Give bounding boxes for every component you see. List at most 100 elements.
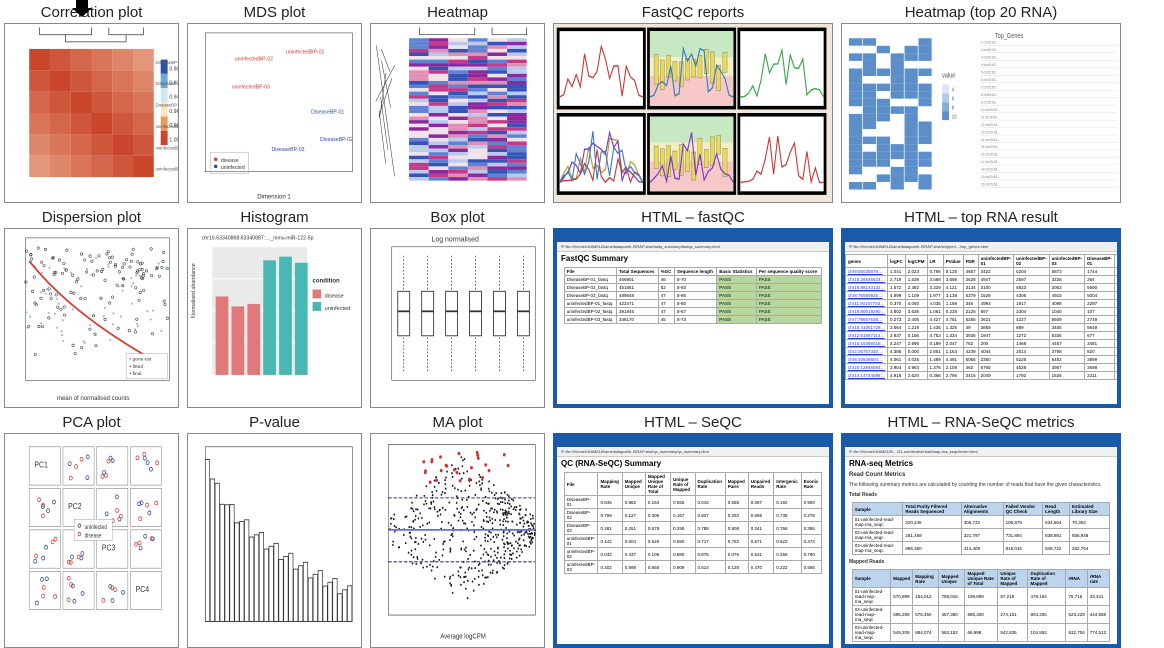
panel-body: Log normalised bbox=[370, 228, 545, 408]
data-table: SampleMappedMapping RateMapped UniqueMap… bbox=[852, 569, 1110, 642]
svg-text:9 chr15:63…: 9 chr15:63… bbox=[981, 100, 999, 104]
svg-text:19 chr15:63…: 19 chr15:63… bbox=[981, 175, 1001, 179]
svg-text:uninfectedBP-02: uninfectedBP-02 bbox=[235, 57, 273, 63]
svg-text:uninfectedBP-01: uninfectedBP-01 bbox=[286, 50, 324, 56]
svg-text:1.00: 1.00 bbox=[169, 137, 178, 143]
panel-body: mean of normalised counts • gene-est• fit… bbox=[4, 228, 179, 408]
svg-text:uninfected: uninfected bbox=[325, 306, 351, 312]
url-bar: ⟳ file:///home/UNIMELB/amelialaquarth-IS… bbox=[557, 242, 829, 252]
panel-body: Average logCPM bbox=[370, 433, 545, 648]
svg-text:Dimension 1: Dimension 1 bbox=[257, 193, 291, 200]
page-heading: QC (RNA-SeQC) Summary bbox=[557, 457, 829, 470]
svg-text:8: 8 bbox=[952, 105, 955, 112]
svg-text:10: 10 bbox=[952, 114, 957, 121]
url-bar: ⟳ file:///home/UNIMELB/…/01-uninfected/r… bbox=[845, 447, 1117, 457]
svg-text:Log normalised: Log normalised bbox=[432, 236, 479, 243]
panel-title: PCA plot bbox=[62, 414, 120, 431]
panel-title: MA plot bbox=[432, 414, 482, 431]
panel-title: HTML – RNA-SeQC metrics bbox=[888, 414, 1075, 431]
svg-text:• final: • final bbox=[130, 371, 142, 377]
svg-text:20 chr15:63…: 20 chr15:63… bbox=[981, 182, 1001, 186]
svg-text:PC3: PC3 bbox=[102, 543, 115, 553]
svg-text:DiseaseBP-01: DiseaseBP-01 bbox=[311, 109, 344, 115]
panel-body bbox=[553, 23, 833, 203]
plot-grid: Correlation plot0.900.920.940.960.981.00… bbox=[4, 4, 1160, 606]
panel-title: FastQC reports bbox=[642, 4, 745, 21]
panel-body: ⟳ file:///home/UNIMELB/amelialaquarth-IS… bbox=[553, 433, 833, 648]
cell-6: Histogram chr15:63340868:63340887:…_mmu-m… bbox=[187, 209, 362, 408]
panel-body bbox=[187, 433, 362, 648]
svg-text:disease: disease bbox=[85, 533, 102, 540]
panel-title: Heatmap (top 20 RNA) bbox=[905, 4, 1058, 21]
panel-body: uninfectedBP-02uninfectedBP-03uninfected… bbox=[187, 23, 362, 203]
panel-title: Heatmap bbox=[427, 4, 488, 21]
cell-1: MDS plotuninfectedBP-02uninfectedBP-03un… bbox=[187, 4, 362, 203]
svg-text:DiseaseBP-03: DiseaseBP-03 bbox=[271, 147, 304, 153]
svg-text:10 chr15:63…: 10 chr15:63… bbox=[981, 108, 1001, 112]
panel-title: HTML – SeQC bbox=[644, 414, 742, 431]
svg-text:13 chr15:63…: 13 chr15:63… bbox=[981, 130, 1001, 134]
svg-text:Average logCPM: Average logCPM bbox=[440, 633, 486, 641]
svg-text:Top_Genes: Top_Genes bbox=[995, 33, 1023, 41]
cell-10: PCA plotPC1PC2PC3PC4uninfecteddisease bbox=[4, 414, 179, 648]
cell-14: HTML – RNA-SeQC metrics ⟳ file:///home/UN… bbox=[841, 414, 1121, 648]
svg-text:disease: disease bbox=[221, 158, 239, 164]
svg-text:4 chr15:63…: 4 chr15:63… bbox=[981, 63, 999, 67]
page-intro: The following summary metrics are calcul… bbox=[845, 480, 1117, 490]
svg-text:15 chr15:63…: 15 chr15:63… bbox=[981, 145, 1001, 149]
panel-body: ⟳ file:///home/UNIMELB/…/01-uninfected/r… bbox=[841, 433, 1121, 648]
svg-text:PC2: PC2 bbox=[68, 501, 81, 511]
svg-text:6 chr15:63…: 6 chr15:63… bbox=[981, 78, 999, 82]
data-table: SampleTotal Purity Filtered Reads Sequen… bbox=[852, 502, 1110, 555]
svg-text:PC1: PC1 bbox=[34, 460, 47, 470]
data-table: FileMapping RateMapped UniqueMapped Uniq… bbox=[564, 472, 822, 574]
cell-8: HTML – fastQC⟳ file:///home/UNIMELB/amel… bbox=[553, 209, 833, 408]
data-table: geneslogFClogCPMLRPValueFDRuninfectedBP-… bbox=[845, 254, 1121, 380]
cell-5: Dispersion plot mean of normalised counts… bbox=[4, 209, 179, 408]
arrow-down-icon bbox=[72, 0, 92, 18]
svg-text:4: 4 bbox=[952, 87, 955, 94]
svg-text:2 chr15:63…: 2 chr15:63… bbox=[981, 48, 999, 52]
svg-text:mean of normalised counts: mean of normalised counts bbox=[57, 395, 129, 402]
page-heading: RNA-seq Metrics bbox=[845, 457, 1117, 470]
svg-text:DiseaseBP-01: DiseaseBP-01 bbox=[156, 60, 178, 65]
section: Total Reads bbox=[845, 490, 1117, 500]
panel-body: chr15:63340868:63340887:…_mmu-miR-122-5p… bbox=[187, 228, 362, 408]
panel-body: ⟳ file:///home/UNIMELB/amelialaquarth-IS… bbox=[841, 228, 1121, 408]
svg-text:0.90: 0.90 bbox=[169, 66, 178, 72]
panel-title: P-value bbox=[249, 414, 300, 431]
svg-text:5 chr15:63…: 5 chr15:63… bbox=[981, 70, 999, 74]
cell-4: Heatmap (top 20 RNA)value46810Top_Genes1… bbox=[841, 4, 1121, 203]
panel-body bbox=[370, 23, 545, 203]
url-bar: ⟳ file:///home/UNIMELB/amelialaquarth-IS… bbox=[845, 242, 1117, 252]
svg-text:disease: disease bbox=[325, 293, 344, 299]
svg-text:8 chr15:63…: 8 chr15:63… bbox=[981, 93, 999, 97]
svg-text:Normalised abundance: Normalised abundance bbox=[191, 263, 197, 318]
svg-text:uninfectedBP-03: uninfectedBP-03 bbox=[156, 167, 178, 172]
svg-text:uninfected: uninfected bbox=[221, 165, 245, 171]
svg-text:3 chr15:63…: 3 chr15:63… bbox=[981, 55, 999, 59]
cell-12: MA plot Average logCPM bbox=[370, 414, 545, 648]
svg-text:uninfectedBP-01: uninfectedBP-01 bbox=[156, 124, 178, 129]
svg-text:uninfectedBP-02: uninfectedBP-02 bbox=[156, 145, 178, 150]
svg-text:condition: condition bbox=[313, 277, 340, 284]
cell-9: HTML – top RNA result ⟳ file:///home/UNIM… bbox=[841, 209, 1121, 408]
cell-0: Correlation plot0.900.920.940.960.981.00… bbox=[4, 4, 179, 203]
panel-title: Dispersion plot bbox=[42, 209, 141, 226]
svg-text:6: 6 bbox=[952, 96, 955, 103]
svg-text:• fitted: • fitted bbox=[130, 364, 144, 370]
svg-text:1 chr15:63…: 1 chr15:63… bbox=[981, 40, 999, 44]
svg-text:chr15:63340868:63340887:…_mmu-: chr15:63340868:63340887:…_mmu-miR-122-5p bbox=[202, 236, 314, 242]
svg-text:0.96: 0.96 bbox=[169, 109, 178, 115]
svg-text:11 chr15:63…: 11 chr15:63… bbox=[981, 115, 1000, 119]
page-heading: FastQC Summary bbox=[557, 252, 829, 265]
svg-text:17 chr15:63…: 17 chr15:63… bbox=[981, 160, 1001, 164]
panel-title: HTML – top RNA result bbox=[904, 209, 1058, 226]
panel-title: Histogram bbox=[240, 209, 308, 226]
panel-title: MDS plot bbox=[244, 4, 306, 21]
svg-text:16 chr15:63…: 16 chr15:63… bbox=[981, 152, 1001, 156]
cell-2: Heatmap bbox=[370, 4, 545, 203]
svg-text:• gene-est: • gene-est bbox=[130, 357, 152, 363]
panel-body: value 4 6 8 10 Top_Genes1 chr15:63… 2 chr15:63… bbox=[841, 23, 1121, 203]
svg-text:value: value bbox=[942, 72, 956, 80]
